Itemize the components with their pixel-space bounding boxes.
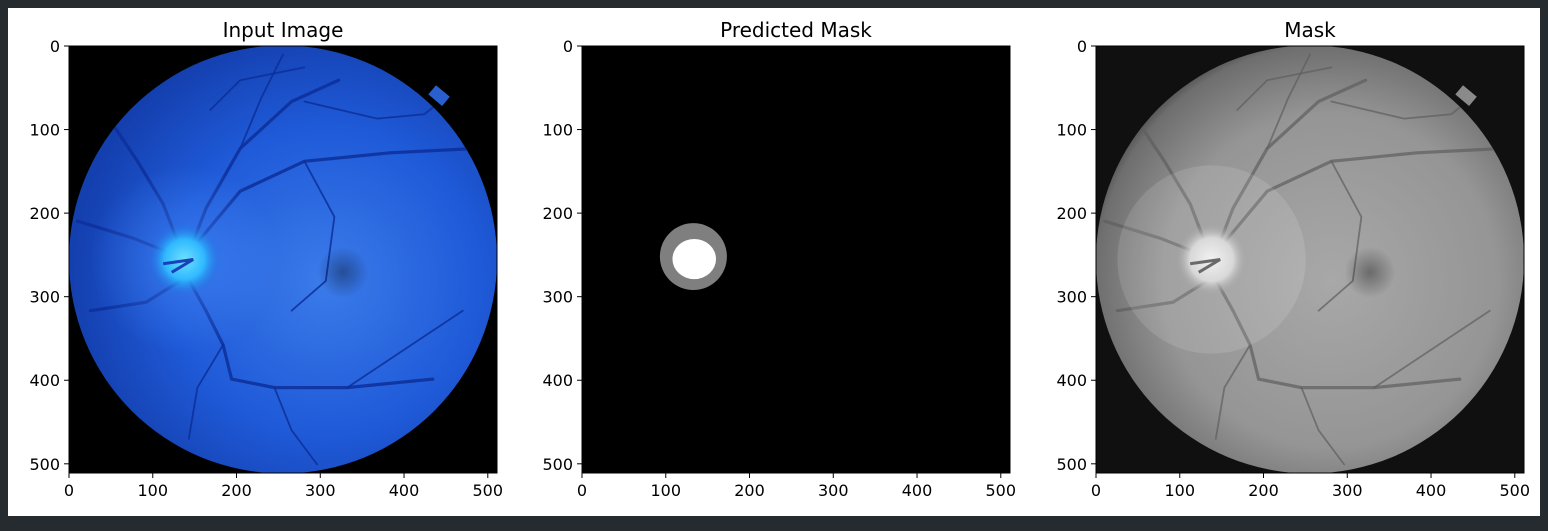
x-tick-label: 100 [650,481,681,500]
x-tick-label: 0 [577,481,587,500]
x-tick-label: 300 [305,481,336,500]
y-tick-label: 200 [1056,204,1087,223]
x-tick-label: 200 [221,481,252,500]
predicted-mask-title: Predicted Mask [720,18,872,42]
x-tick-label: 200 [734,481,765,500]
x-tick-label: 500 [473,481,504,500]
y-tick-label: 300 [542,288,573,307]
vessel-line [346,309,464,389]
mask-title: Mask [1284,18,1336,42]
vessel-line [1373,309,1491,389]
x-tick-label: 0 [64,481,74,500]
x-tick-label: 500 [1500,481,1531,500]
input-image-axes-frame [68,45,498,474]
x-tick-label: 400 [1416,481,1447,500]
y-tick-label: 0 [563,37,573,56]
y-tick-label: 0 [1077,37,1087,56]
vessel-line [162,258,194,274]
input-image-fovea [317,246,369,298]
x-tick-label: 500 [986,481,1017,500]
vessel-line [1189,258,1221,274]
x-tick-label: 400 [902,481,933,500]
vessel-line [239,53,284,150]
y-tick-label: 100 [29,121,60,140]
x-tick-label: 400 [389,481,420,500]
vessel-line [290,160,336,312]
y-tick-label: 500 [1056,455,1087,474]
predicted-mask-image-background [582,46,1010,473]
figure: Input Image 0 100 200 300 400 500 0 100 200 300 400… [8,8,1540,516]
mask-notch [1455,85,1477,106]
vessel-line [273,386,319,466]
input-image-title: Input Image [223,18,344,42]
vessel-line [1266,53,1311,150]
vessel-line [1236,66,1333,111]
optic-cup-region [672,239,717,280]
y-tick-label: 500 [29,455,60,474]
input-image-notch [428,85,450,106]
vessel-line [1317,160,1363,312]
x-tick-label: 0 [1091,481,1101,500]
mask-axes-frame [1095,45,1525,474]
y-tick-label: 200 [29,204,60,223]
vessel-line [209,66,306,111]
x-tick-label: 300 [818,481,849,500]
y-tick-label: 200 [542,204,573,223]
x-tick-label: 300 [1332,481,1363,500]
vessel-line [1300,386,1346,466]
y-tick-label: 400 [1056,371,1087,390]
x-tick-label: 200 [1248,481,1279,500]
y-tick-label: 400 [29,371,60,390]
mask-fovea [1344,246,1396,298]
y-tick-label: 0 [50,37,60,56]
x-tick-label: 100 [137,481,168,500]
vessel-line [1214,344,1251,440]
y-tick-label: 400 [542,371,573,390]
vessel-line [187,344,224,440]
y-tick-label: 100 [542,121,573,140]
y-tick-label: 300 [1056,288,1087,307]
x-tick-label: 100 [1164,481,1195,500]
y-tick-label: 100 [1056,121,1087,140]
y-tick-label: 300 [29,288,60,307]
y-tick-label: 500 [542,455,573,474]
predicted-mask-axes-frame [581,45,1011,474]
